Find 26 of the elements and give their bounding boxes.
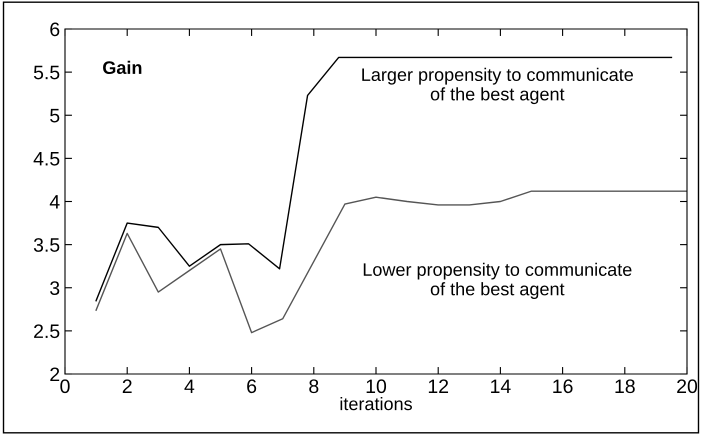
x-tick-label: 0 xyxy=(60,379,70,394)
x-tick-label: 14 xyxy=(491,380,511,393)
text: Lower propensity to communicate of the best agent xyxy=(364,262,632,299)
x-axis-title: iterations xyxy=(340,396,412,410)
x-tick-label: 8 xyxy=(309,379,318,394)
x-tick-label: 2 xyxy=(122,379,132,393)
y-tick-label: 4 xyxy=(50,195,60,209)
y-tick-label: 3 xyxy=(50,281,60,295)
line-series xyxy=(95,56,672,302)
x-tick-label: 12 xyxy=(428,379,448,393)
x-tick-label: 6 xyxy=(247,379,256,394)
x-tick-label: 20 xyxy=(677,379,698,394)
y-tick-label: 3.5 xyxy=(34,238,60,252)
series-label: Larger propensity to communicate of the best agent xyxy=(362,68,633,104)
y-tick-label: 5 xyxy=(50,108,60,122)
y-tick-label: 5.5 xyxy=(34,66,60,80)
y-axis-title: Gain xyxy=(103,60,142,74)
y-tick-label: 4.5 xyxy=(34,152,60,166)
x-tick-label: 18 xyxy=(615,379,635,394)
y-tick-label: 2.5 xyxy=(34,324,60,338)
x-tick-label: 16 xyxy=(553,379,573,394)
x-tick-label: 4 xyxy=(184,380,194,393)
line-series xyxy=(95,190,687,334)
x-tick-label: 10 xyxy=(366,379,386,394)
y-tick-label: 6 xyxy=(50,22,60,36)
y-tick-label: 2 xyxy=(50,367,60,382)
